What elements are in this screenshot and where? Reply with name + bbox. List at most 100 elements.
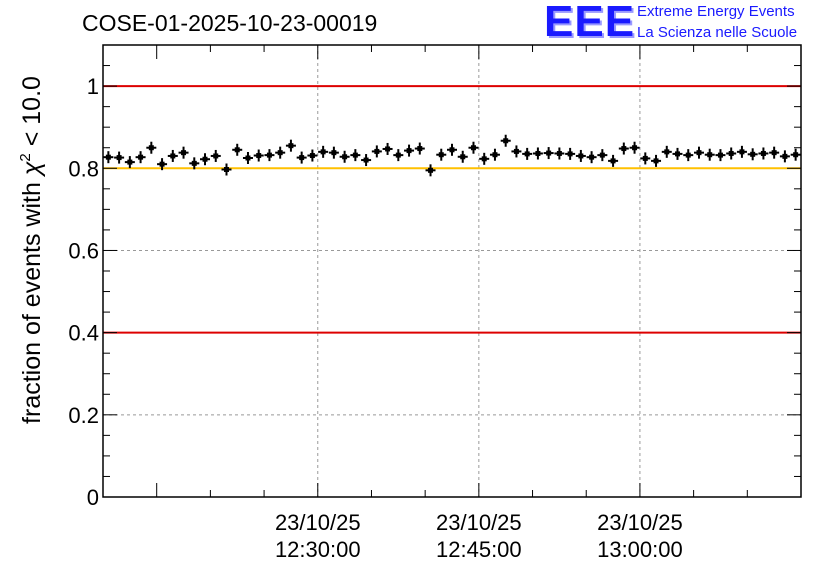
point-marker bbox=[417, 146, 423, 152]
point-marker bbox=[170, 153, 176, 159]
point-marker bbox=[223, 167, 229, 173]
point-marker bbox=[266, 152, 272, 158]
point-marker bbox=[181, 150, 187, 156]
data-point bbox=[618, 142, 629, 155]
point-marker bbox=[782, 153, 788, 159]
data-point bbox=[361, 154, 372, 167]
point-marker bbox=[610, 158, 616, 164]
data-point bbox=[736, 145, 747, 158]
data-point bbox=[135, 151, 146, 164]
point-marker bbox=[202, 156, 208, 162]
data-point bbox=[640, 152, 651, 165]
data-point bbox=[511, 145, 522, 158]
point-marker bbox=[760, 150, 766, 156]
data-point bbox=[339, 150, 350, 163]
point-marker bbox=[234, 147, 240, 153]
point-marker bbox=[288, 143, 294, 149]
y-tick-label: 0.8 bbox=[68, 156, 99, 181]
data-point bbox=[532, 147, 543, 160]
y-tick-label: 0.6 bbox=[68, 238, 99, 263]
data-point bbox=[189, 157, 200, 170]
data-point bbox=[221, 163, 232, 176]
point-marker bbox=[524, 151, 530, 157]
data-point bbox=[758, 147, 769, 160]
point-marker bbox=[685, 152, 691, 158]
point-marker bbox=[363, 157, 369, 163]
data-point bbox=[693, 146, 704, 159]
point-marker bbox=[717, 152, 723, 158]
chart-title: COSE-01-2025-10-23-00019 bbox=[82, 10, 378, 36]
eee-logo: EEE bbox=[544, 0, 636, 46]
point-marker bbox=[750, 151, 756, 157]
data-point bbox=[200, 153, 211, 166]
point-marker bbox=[599, 152, 605, 158]
point-marker bbox=[138, 154, 144, 160]
data-point bbox=[436, 148, 447, 161]
data-point bbox=[114, 151, 125, 164]
point-marker bbox=[148, 145, 154, 151]
x-tick-label-date: 23/10/25 bbox=[436, 510, 522, 535]
point-marker bbox=[159, 161, 165, 167]
point-marker bbox=[546, 150, 552, 156]
point-marker bbox=[664, 149, 670, 155]
data-point bbox=[393, 149, 404, 162]
data-point bbox=[242, 152, 253, 164]
point-marker bbox=[675, 151, 681, 157]
point-marker bbox=[739, 149, 745, 155]
y-tick-label: 0.2 bbox=[68, 403, 99, 428]
data-point bbox=[447, 143, 457, 156]
data-point bbox=[157, 158, 168, 171]
point-marker bbox=[460, 154, 466, 160]
data-point bbox=[651, 154, 662, 167]
point-marker bbox=[342, 154, 348, 160]
data-point bbox=[522, 147, 533, 160]
data-point bbox=[264, 149, 275, 162]
point-marker bbox=[299, 155, 305, 161]
logo-subtitle-2: La Scienza nelle Scuole bbox=[637, 24, 798, 41]
point-marker bbox=[728, 150, 734, 156]
data-point bbox=[672, 147, 683, 160]
data-point bbox=[683, 149, 694, 162]
data-point bbox=[350, 149, 361, 162]
data-point bbox=[382, 142, 393, 155]
x-tick-label-time: 13:00:00 bbox=[597, 537, 683, 562]
point-marker bbox=[438, 152, 444, 158]
data-point bbox=[210, 149, 221, 162]
x-tick-label-time: 12:30:00 bbox=[275, 537, 361, 562]
data-point bbox=[296, 151, 307, 164]
y-tick-label: 0 bbox=[87, 485, 99, 510]
data-point bbox=[769, 146, 780, 159]
point-marker bbox=[428, 167, 434, 173]
data-point bbox=[468, 141, 479, 154]
y-tick-labels: 0 0.2 0.4 0.6 0.8 1 bbox=[68, 74, 99, 510]
point-marker bbox=[632, 145, 638, 151]
point-marker bbox=[127, 159, 133, 165]
point-marker bbox=[535, 150, 541, 156]
data-point bbox=[253, 149, 264, 162]
x-tick-label-date: 23/10/25 bbox=[275, 510, 361, 535]
data-point bbox=[790, 148, 801, 161]
point-marker bbox=[374, 148, 380, 154]
y-axis-label: fraction of events with χ2 < 10.0 bbox=[17, 76, 46, 424]
plot-frame bbox=[102, 44, 802, 498]
x-tick-label-date: 23/10/25 bbox=[597, 510, 683, 535]
data-points bbox=[103, 134, 801, 177]
data-point bbox=[489, 148, 500, 161]
data-point bbox=[747, 148, 758, 161]
point-marker bbox=[213, 153, 219, 159]
data-point bbox=[404, 144, 415, 157]
data-point bbox=[565, 147, 576, 160]
x-tick-labels: 23/10/2512:30:0023/10/2512:45:0023/10/25… bbox=[275, 510, 683, 562]
data-point bbox=[608, 154, 619, 167]
data-point bbox=[414, 142, 425, 155]
point-marker bbox=[309, 153, 315, 159]
data-point bbox=[597, 149, 608, 162]
x-tick-label-time: 12:45:00 bbox=[436, 537, 522, 562]
data-point bbox=[661, 145, 672, 158]
point-marker bbox=[556, 150, 562, 156]
data-point bbox=[425, 164, 436, 177]
point-marker bbox=[449, 147, 455, 153]
data-point bbox=[285, 139, 296, 152]
data-point bbox=[103, 151, 114, 164]
